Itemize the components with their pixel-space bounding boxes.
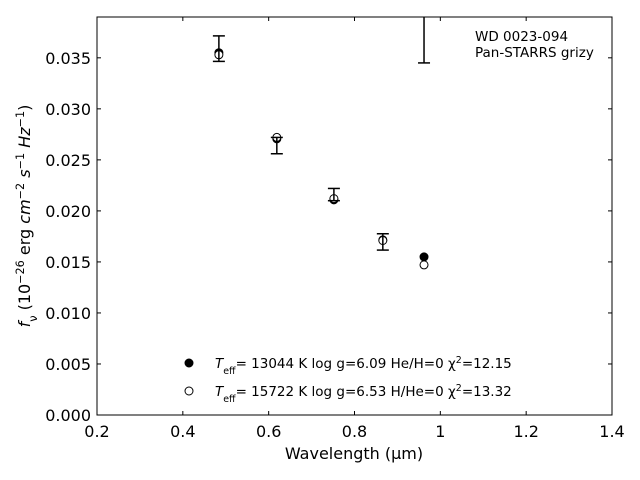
text-part: = 13044 K log g=6.09 He/H=0 χ [236, 356, 456, 372]
error-bar [418, 17, 431, 64]
point [419, 260, 429, 270]
x-tick-label: 0.2 [84, 422, 109, 441]
y-tick-label: 0.010 [45, 304, 91, 323]
error-bar [270, 136, 283, 155]
x-axis-label: Wavelength (μm) [285, 444, 423, 463]
error-bar [327, 187, 340, 202]
text-part: 2 [456, 355, 462, 366]
point [419, 252, 429, 262]
text-part: cm [15, 199, 34, 223]
text-part: ν [27, 316, 40, 322]
legend-marker [184, 386, 194, 396]
text-part: T [215, 356, 225, 372]
text-part: (10 [15, 284, 34, 316]
y-tick-label: 0.005 [45, 355, 91, 374]
y-axis-label: fν (10−26 erg cm−2 s−1 Hz−1) [14, 105, 40, 328]
text-part: 2 [456, 383, 462, 394]
plot-area [212, 17, 431, 270]
text-part: ) [15, 105, 34, 111]
x-tick-label: 0.4 [170, 422, 195, 441]
legend-label: Teff= 13044 K log g=6.09 He/H=0 χ2=12.15 [215, 355, 512, 377]
y-tick-label: 0.020 [45, 202, 91, 221]
x-tick-label: 1 [435, 422, 445, 441]
text-part: Hz [15, 127, 34, 148]
error-bar [212, 35, 225, 63]
legend-marker [184, 358, 194, 368]
x-tick-label: 1.4 [599, 422, 624, 441]
text-part: T [215, 384, 225, 400]
annotation: Pan-STARRS grizy [475, 45, 594, 61]
text-part: = 15722 K log g=6.53 H/He=0 χ [236, 384, 456, 400]
legend-label: Teff= 15722 K log g=6.53 H/He=0 χ2=13.32 [215, 383, 512, 405]
text-part: eff [223, 394, 236, 405]
text-part: −26 [14, 260, 27, 284]
y-tick-label: 0.030 [45, 100, 91, 119]
text-part: −1 [14, 153, 27, 170]
text-part: f [15, 319, 34, 327]
y-tick-label: 0.035 [45, 49, 91, 68]
text-part: =13.32 [462, 384, 512, 400]
text-part: =12.15 [462, 356, 512, 372]
x-tick-label: 0.6 [256, 422, 281, 441]
annotation: WD 0023-094 [475, 29, 568, 45]
text-part: erg [15, 224, 34, 260]
text-part: −1 [14, 111, 27, 128]
y-tick-label: 0.025 [45, 151, 91, 170]
x-tick-label: 0.8 [342, 422, 367, 441]
y-tick-label: 0.000 [45, 406, 91, 425]
text-part: s [15, 169, 34, 177]
text-part: −2 [14, 183, 27, 200]
error-bar [376, 233, 389, 251]
x-tick-label: 1.2 [513, 422, 538, 441]
y-tick-label: 0.015 [45, 253, 91, 272]
text-part: eff [223, 366, 236, 377]
